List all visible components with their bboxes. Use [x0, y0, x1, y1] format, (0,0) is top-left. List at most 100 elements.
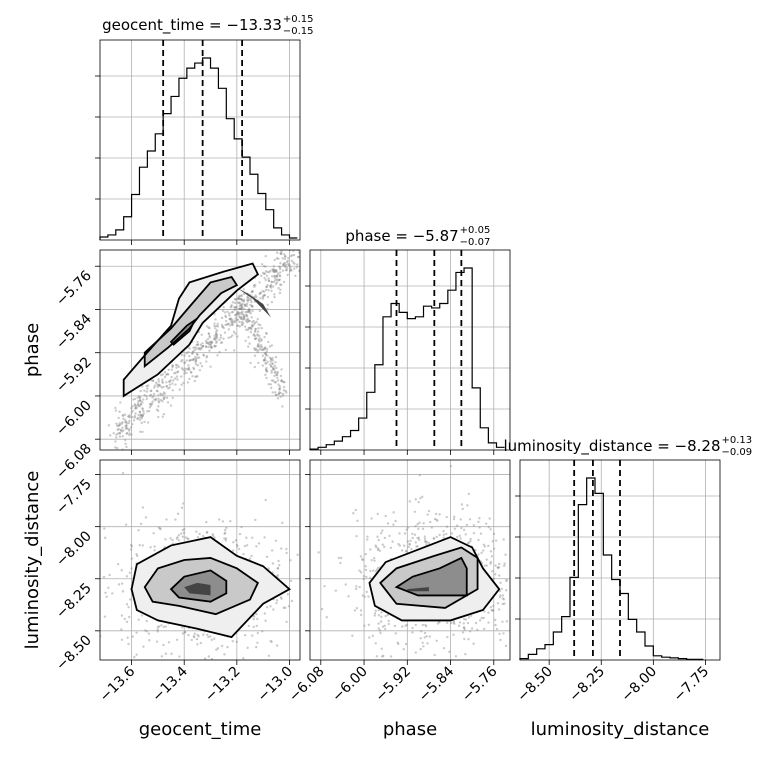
sample-point — [190, 352, 194, 355]
sample-point — [436, 519, 439, 522]
sample-point — [453, 515, 456, 519]
sample-point — [139, 400, 143, 403]
sample-point — [376, 547, 380, 550]
sample-point — [150, 402, 154, 406]
sample-point — [193, 348, 197, 352]
sample-point — [89, 629, 91, 631]
sample-point — [162, 625, 166, 628]
sample-point — [124, 420, 127, 424]
sample-point — [138, 430, 142, 433]
sample-point — [436, 622, 440, 625]
sample-point — [236, 301, 240, 304]
sample-point — [427, 509, 431, 513]
sample-point — [210, 341, 214, 345]
sample-point — [470, 627, 474, 630]
sample-point — [230, 311, 233, 314]
sample-point — [240, 311, 243, 314]
sample-point — [356, 519, 359, 523]
sample-point — [114, 409, 118, 412]
sample-point — [279, 267, 282, 271]
sample-point — [176, 371, 179, 374]
sample-point — [467, 541, 471, 545]
sample-point — [247, 310, 251, 313]
sample-point — [215, 330, 218, 334]
sample-point — [370, 558, 373, 562]
sample-point — [283, 257, 287, 261]
sample-point — [184, 536, 187, 539]
sample-point — [215, 648, 218, 651]
panel-frame — [99, 459, 301, 661]
sample-point — [492, 577, 496, 580]
sample-point — [258, 340, 261, 343]
sample-point — [240, 294, 243, 297]
sample-point — [267, 277, 270, 280]
sample-point — [128, 419, 131, 423]
sample-point — [254, 294, 257, 297]
x-tick-label-phase: −5.92 — [372, 664, 414, 706]
sample-point — [244, 328, 248, 331]
sample-point — [259, 291, 263, 295]
sample-point — [254, 337, 257, 340]
sample-point — [442, 646, 446, 650]
sample-point — [278, 384, 281, 388]
sample-point — [362, 574, 366, 578]
sample-point — [166, 401, 170, 404]
sample-point — [143, 629, 147, 632]
sample-point — [115, 422, 118, 425]
sample-point — [251, 290, 254, 293]
sample-point — [152, 379, 155, 383]
sample-point — [372, 569, 375, 572]
title-plus-error: +0.15 — [283, 14, 314, 25]
sample-point — [275, 270, 278, 274]
sample-point — [408, 543, 411, 546]
sample-point — [240, 294, 243, 298]
sample-point — [410, 547, 413, 551]
sample-point — [120, 638, 124, 641]
sample-point — [275, 373, 278, 377]
sample-point — [213, 322, 216, 325]
sample-point — [369, 548, 372, 551]
sample-point — [369, 569, 372, 573]
sample-point — [224, 319, 228, 323]
sample-point — [157, 394, 160, 397]
sample-point — [275, 274, 279, 278]
sample-point — [224, 539, 228, 542]
sample-point — [287, 256, 290, 260]
sample-point — [208, 349, 211, 352]
sample-point — [156, 628, 159, 631]
sample-point — [229, 306, 232, 309]
sample-point — [352, 512, 355, 515]
sample-point — [249, 326, 252, 330]
sample-point — [105, 595, 108, 598]
sample-point — [404, 624, 407, 627]
sample-point — [499, 581, 502, 584]
sample-point — [161, 393, 165, 396]
sample-point — [185, 352, 188, 355]
sample-point — [233, 297, 237, 301]
sample-point — [257, 342, 260, 346]
sample-point — [157, 378, 160, 381]
sample-point — [400, 549, 404, 552]
sample-point — [229, 317, 232, 320]
sample-point — [417, 500, 420, 504]
sample-point — [489, 560, 493, 564]
sample-point — [435, 518, 438, 521]
sample-point — [225, 323, 228, 326]
sample-point — [498, 596, 502, 599]
y-tick-label-phase: −6.08 — [53, 441, 95, 483]
sample-point — [159, 398, 163, 402]
sample-point — [107, 424, 111, 427]
sample-point — [238, 307, 242, 311]
sample-point — [381, 625, 385, 628]
sample-point — [278, 388, 281, 391]
sample-point — [286, 259, 289, 263]
panel-frame — [99, 39, 301, 241]
sample-point — [128, 416, 132, 419]
sample-point — [114, 440, 117, 443]
sample-point — [218, 338, 221, 342]
sample-point — [141, 385, 144, 388]
sample-point — [183, 372, 186, 375]
sample-point — [190, 370, 193, 374]
sample-point — [149, 403, 152, 406]
sample-point — [152, 392, 156, 396]
